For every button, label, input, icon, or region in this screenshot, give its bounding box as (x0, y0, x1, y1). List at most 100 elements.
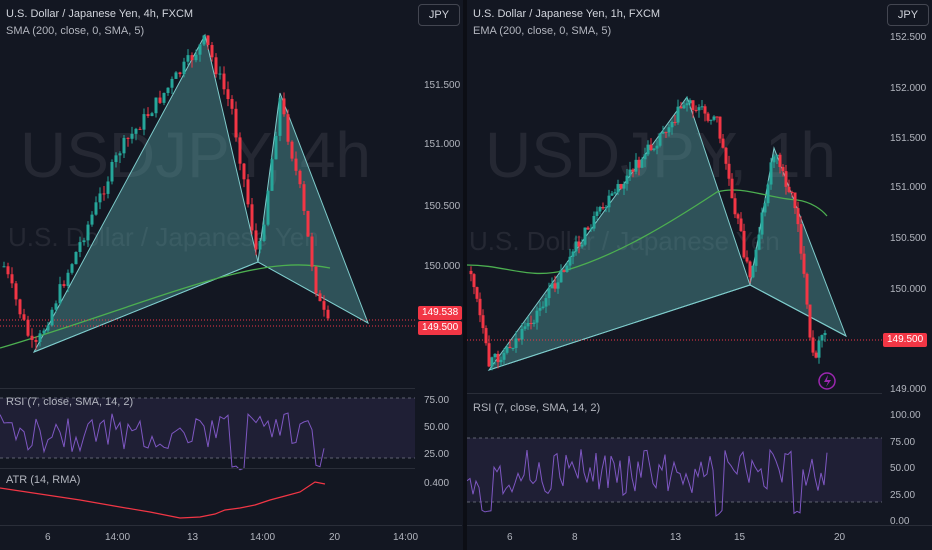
candle-body (772, 156, 776, 163)
left-atr-label[interactable]: ATR (14, RMA) (6, 474, 81, 486)
candle-body (198, 44, 202, 55)
candle-body (98, 193, 102, 203)
candle-body (242, 163, 246, 180)
candle-body (46, 325, 50, 331)
candle-body (646, 144, 650, 155)
candle-body (318, 293, 322, 302)
candle-body (601, 207, 605, 209)
candle-body (685, 103, 689, 106)
right-rsi-label[interactable]: RSI (7, close, SMA, 14, 2) (473, 402, 601, 414)
candle-body (499, 359, 503, 363)
left-time-divider (0, 525, 462, 526)
candle-body (790, 192, 794, 194)
candle-body (78, 242, 82, 252)
candle-body (18, 299, 22, 315)
candle-body (526, 323, 530, 327)
candle-body (502, 352, 506, 360)
left-time-tick: 14:00 (393, 532, 419, 543)
candle-body (322, 301, 326, 310)
left-rsi-label[interactable]: RSI (7, close, SMA, 14, 2) (6, 396, 134, 408)
candle-body (793, 192, 797, 209)
candle-body (766, 184, 770, 204)
panel-separator[interactable] (463, 0, 467, 550)
candle-body (484, 328, 488, 344)
candle-body (206, 35, 210, 46)
left-time-tick: 13 (187, 532, 199, 543)
left-chart-panel[interactable]: USDJPY, 4h U.S. Dollar / Japanese Yen (0, 0, 463, 550)
candle-body (535, 310, 539, 323)
candle-body (22, 314, 26, 320)
right-time-tick: 8 (572, 532, 578, 543)
left-chart-title[interactable]: U.S. Dollar / Japanese Yen, 4h, FXCM (6, 8, 194, 20)
candle-body (286, 114, 290, 142)
candle-body (190, 55, 194, 61)
candle-body (62, 284, 66, 287)
candle-body (74, 251, 78, 265)
candle-body (10, 274, 14, 284)
candle-body (150, 113, 154, 117)
candle-body (778, 154, 782, 168)
right-rsi-tick: 25.00 (890, 490, 916, 501)
left-atr-tick: 0.400 (424, 478, 450, 489)
right-time-tick: 13 (670, 532, 682, 543)
candle-body (715, 116, 719, 118)
candle-body (667, 127, 671, 133)
right-price-tick: 152.500 (890, 32, 927, 43)
candle-body (326, 309, 330, 319)
candle-body (625, 175, 629, 184)
right-indicator-label[interactable]: EMA (200, close, 0, SMA, 5) (473, 25, 612, 37)
candle-body (802, 253, 806, 274)
candle-body (550, 283, 554, 289)
candle-body (643, 154, 647, 160)
candle-body (258, 240, 262, 250)
candle-body (54, 303, 58, 310)
candle-body (166, 87, 170, 93)
candle-body (814, 352, 818, 358)
left-rsi-tick: 25.00 (424, 449, 450, 460)
candle-body (490, 357, 494, 367)
candle-body (691, 100, 695, 110)
candle-body (736, 214, 740, 219)
right-chart-panel[interactable]: USDJPY, 1h U.S. Dollar / Japanese Yen U.… (467, 0, 932, 550)
right-currency-button[interactable]: JPY (887, 4, 929, 26)
right-chart-title[interactable]: U.S. Dollar / Japanese Yen, 1h, FXCM (473, 8, 661, 20)
candle-body (154, 97, 158, 114)
left-currency-button[interactable]: JPY (418, 4, 460, 26)
candle-body (553, 283, 557, 289)
candle-body (613, 192, 617, 194)
left-candles (2, 34, 330, 350)
candle-body (505, 346, 509, 353)
right-rsi-tick: 50.00 (890, 463, 916, 474)
right-pattern-xb-line (488, 284, 751, 371)
candle-body (517, 338, 521, 340)
candle-body (724, 147, 728, 164)
candle-body (637, 159, 641, 168)
candle-body (478, 298, 482, 316)
candle-body (262, 224, 266, 241)
left-rsi-line (0, 412, 325, 471)
candle-body (178, 72, 182, 75)
candle-body (586, 227, 590, 230)
left-chart-canvas[interactable] (0, 0, 462, 550)
candle-body (174, 72, 178, 79)
candle-body (475, 287, 479, 299)
left-price-tick: 150.000 (424, 261, 461, 272)
candle-body (742, 230, 746, 258)
candle-body (230, 99, 234, 109)
candle-body (30, 335, 34, 340)
left-price-tick: 151.500 (424, 80, 461, 91)
right-rsi-tick: 0.00 (890, 516, 910, 527)
lightning-icon[interactable] (818, 372, 836, 390)
candle-body (511, 348, 515, 350)
candle-body (170, 78, 174, 88)
candle-body (6, 266, 10, 275)
right-price-tick: 152.000 (890, 83, 927, 94)
candle-body (90, 214, 94, 225)
candle-body (712, 116, 716, 120)
right-chart-canvas[interactable] (467, 0, 932, 550)
candle-body (182, 61, 186, 75)
left-pattern-bcd (257, 92, 369, 325)
left-time-tick: 20 (329, 532, 341, 543)
candle-body (138, 128, 142, 130)
left-indicator-label[interactable]: SMA (200, close, 0, SMA, 5) (6, 25, 145, 37)
